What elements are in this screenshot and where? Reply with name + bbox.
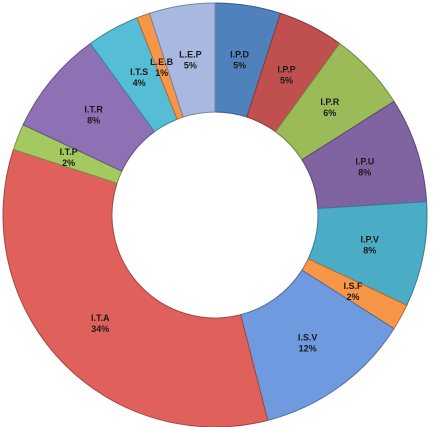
slice-label-l-e-p: L.E.P 5%: [179, 49, 202, 70]
slice-label-i-s-f: I.S.F 2%: [343, 281, 363, 302]
slice-category-label: I.T.R: [84, 105, 103, 115]
slice-percent-label: 12%: [299, 343, 317, 353]
slice-label-i-t-r: I.T.R 8%: [84, 105, 103, 126]
slice-label-i-t-s: I.T.S 4%: [130, 67, 148, 88]
slice-percent-label: 8%: [358, 167, 371, 177]
slice-percent-label: 8%: [363, 246, 376, 256]
slice-category-label: I.S.F: [343, 281, 363, 291]
slice-category-label: I.S.V: [298, 332, 318, 342]
slice-category-label: I.T.A: [91, 313, 110, 323]
slice-category-label: I.P.U: [355, 156, 374, 166]
slice-percent-label: 5%: [280, 76, 293, 86]
slices-layer: [2, 2, 428, 427]
slice-percent-label: 2%: [346, 292, 359, 302]
slice-percent-label: 8%: [87, 116, 100, 126]
slice-label-i-p-p: I.P.P 5%: [277, 65, 295, 86]
slice-category-label: I.P.R: [320, 97, 339, 107]
slice-category-label: L.E.P: [179, 49, 202, 59]
slice-i-t-a: [2, 148, 269, 427]
slice-category-label: I.P.P: [277, 65, 295, 75]
slice-label-i-s-v: I.S.V 12%: [298, 332, 318, 353]
slice-percent-label: 1%: [155, 68, 168, 78]
slice-percent-label: 34%: [91, 324, 109, 334]
slice-percent-label: 2%: [62, 158, 75, 168]
slice-category-label: I.T.S: [130, 67, 148, 77]
slice-category-label: I.T.P: [60, 147, 78, 157]
slice-label-i-t-a: I.T.A 34%: [91, 313, 110, 334]
slice-l-e-p: [148, 2, 216, 118]
slice-label-i-p-r: I.P.R 6%: [320, 97, 339, 118]
slice-label-i-p-v: I.P.V 8%: [361, 235, 379, 256]
slice-label-i-t-p: I.T.P 2%: [60, 147, 78, 168]
slice-percent-label: 4%: [133, 78, 146, 88]
slice-label-i-p-u: I.P.U 8%: [355, 156, 374, 177]
labels-layer: I.P.D 5% I.P.P 5%I.P.R 6%I.P.U 8%I.P.V 8%I.S.F…: [60, 49, 379, 353]
slice-category-label: I.P.V: [361, 235, 379, 245]
slice-percent-label: 5%: [184, 60, 197, 70]
slice-label-l-e-b: L.E.B 1%: [150, 57, 174, 78]
slice-label-i-p-d: I.P.D 5%: [230, 49, 249, 70]
slice-category-label: L.E.B: [150, 57, 174, 67]
slice-percent-label: 5%: [233, 60, 246, 70]
slice-category-label: I.P.D: [230, 49, 249, 59]
slice-percent-label: 6%: [323, 108, 336, 118]
